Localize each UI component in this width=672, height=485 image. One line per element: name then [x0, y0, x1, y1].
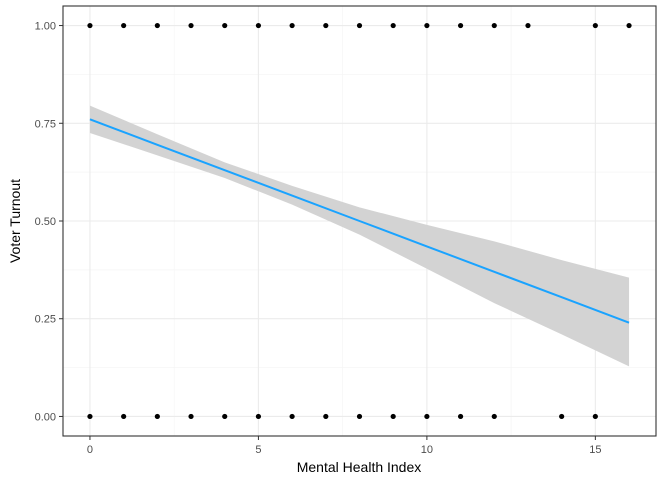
data-point — [525, 22, 531, 29]
data-point — [323, 413, 329, 420]
data-point — [188, 22, 194, 29]
data-point — [222, 413, 228, 420]
data-point — [457, 22, 464, 29]
data-point — [222, 22, 228, 29]
fit-line — [89, 118, 630, 324]
data-point — [121, 22, 127, 29]
x-tick-label: 10 — [421, 444, 433, 456]
x-tick-label: 0 — [87, 444, 93, 456]
data-point — [255, 22, 262, 29]
data-point — [626, 22, 632, 29]
y-tick-label: 0.25 — [35, 314, 56, 326]
data-point — [491, 22, 497, 29]
data-point — [592, 22, 598, 29]
confidence-band — [89, 105, 630, 367]
y-tick-label: 0.75 — [35, 118, 56, 130]
y-tick-label: 0.00 — [35, 411, 56, 423]
data-point — [188, 413, 194, 420]
data-point — [289, 413, 295, 420]
x-tick-label: 15 — [589, 444, 601, 456]
confidence-ribbon — [89, 105, 630, 367]
data-point — [154, 413, 160, 420]
data-point — [424, 413, 430, 420]
data-point — [491, 413, 497, 420]
data-point — [457, 413, 464, 420]
y-axis: 0.00 0.25 0.50 0.75 1.00 — [35, 21, 63, 423]
data-point — [255, 413, 262, 420]
data-point — [87, 22, 93, 29]
y-tick-label: 1.00 — [35, 21, 56, 33]
y-tick-label: 0.50 — [35, 216, 56, 228]
data-point — [87, 413, 93, 420]
data-point — [592, 413, 598, 420]
data-point — [390, 413, 396, 420]
fit-line-group — [89, 118, 630, 324]
data-point — [356, 22, 363, 29]
data-points — [87, 22, 632, 420]
y-axis-title: Voter Turnout — [7, 179, 23, 263]
data-point — [356, 413, 363, 420]
data-point — [424, 22, 430, 29]
data-point — [390, 22, 396, 29]
data-point — [323, 22, 329, 29]
x-tick-label: 5 — [255, 444, 261, 456]
data-point — [289, 22, 295, 29]
x-axis-title: Mental Health Index — [297, 459, 422, 475]
x-axis: 0 5 10 15 — [87, 436, 601, 456]
data-point — [559, 413, 565, 420]
data-point — [154, 22, 160, 29]
data-point — [121, 413, 127, 420]
